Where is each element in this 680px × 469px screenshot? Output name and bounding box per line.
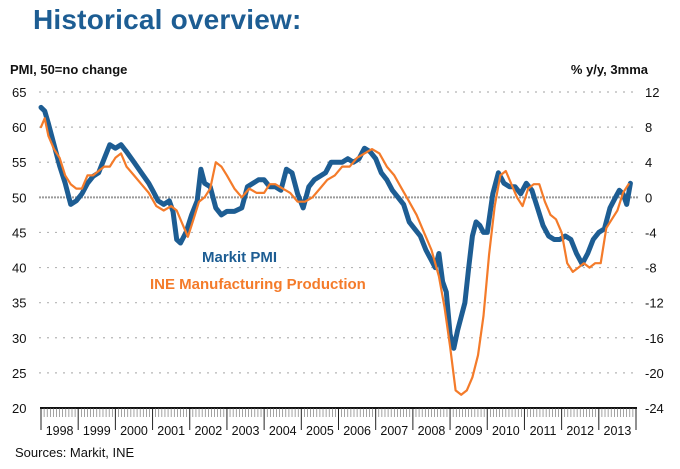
series-markit-pmi bbox=[38, 104, 633, 351]
x-tick-label: 1998 bbox=[46, 424, 74, 438]
right-tick-label: -8 bbox=[645, 261, 657, 276]
series-line bbox=[38, 104, 633, 351]
left-tick-label: 40 bbox=[12, 261, 26, 276]
page-title: Historical overview: bbox=[33, 4, 302, 35]
x-tick-label: 2007 bbox=[380, 424, 408, 438]
x-tick-label: 1999 bbox=[83, 424, 111, 438]
right-tick-label: 12 bbox=[645, 85, 659, 100]
left-axis-label: PMI, 50=no change bbox=[10, 62, 128, 77]
legend-markit-pmi: Markit PMI bbox=[202, 249, 277, 266]
x-tick-label: 2001 bbox=[157, 424, 185, 438]
x-tick-label: 2008 bbox=[418, 424, 446, 438]
left-tick-label: 65 bbox=[12, 85, 26, 100]
right-tick-label: 0 bbox=[645, 190, 652, 205]
x-tick-label: 2009 bbox=[455, 424, 483, 438]
gridlines bbox=[39, 91, 638, 374]
x-tick-label: 2005 bbox=[306, 424, 334, 438]
right-tick-label: -20 bbox=[645, 366, 664, 381]
left-tick-label: 20 bbox=[12, 401, 26, 416]
right-axis-ticks: 12 8 4 0 -4 -8 -12 -16 -20 -24 bbox=[645, 85, 664, 416]
x-tick-label: 2011 bbox=[530, 424, 557, 438]
x-tick-label: 2000 bbox=[120, 424, 148, 438]
left-axis-ticks: 65 60 55 50 45 40 35 30 25 20 bbox=[12, 85, 26, 416]
x-axis: 1998 1999 2000 2001 2002 2003 2004 2005 2006 2007… bbox=[40, 407, 637, 438]
x-tick-label: 2012 bbox=[566, 424, 594, 438]
right-tick-label: 8 bbox=[645, 120, 652, 135]
right-tick-label: -16 bbox=[645, 331, 664, 346]
x-tick-label: 2010 bbox=[492, 424, 520, 438]
left-tick-label: 50 bbox=[12, 190, 26, 205]
left-tick-label: 35 bbox=[12, 296, 26, 311]
legend-ine-manufacturing: INE Manufacturing Production bbox=[150, 276, 366, 293]
source-note: Sources: Markit, INE bbox=[15, 445, 135, 460]
series-ine-manufacturing-production bbox=[39, 117, 630, 396]
right-tick-label: -12 bbox=[645, 296, 664, 311]
left-tick-label: 45 bbox=[12, 225, 26, 240]
left-tick-label: 60 bbox=[12, 120, 26, 135]
right-axis-label: % y/y, 3mma bbox=[570, 62, 648, 77]
right-tick-label: 4 bbox=[645, 155, 652, 170]
series-group bbox=[38, 104, 633, 396]
left-tick-label: 30 bbox=[12, 331, 26, 346]
x-tick-label: 2002 bbox=[194, 424, 222, 438]
x-tick-label: 2004 bbox=[269, 424, 297, 438]
left-tick-label: 55 bbox=[12, 155, 26, 170]
x-tick-label: 2006 bbox=[343, 424, 371, 438]
series-line bbox=[39, 117, 630, 396]
x-tick-label: 2003 bbox=[232, 424, 260, 438]
right-tick-label: -24 bbox=[645, 401, 664, 416]
right-tick-label: -4 bbox=[645, 225, 657, 240]
x-tick-label: 2013 bbox=[604, 424, 632, 438]
left-tick-label: 25 bbox=[12, 366, 26, 381]
